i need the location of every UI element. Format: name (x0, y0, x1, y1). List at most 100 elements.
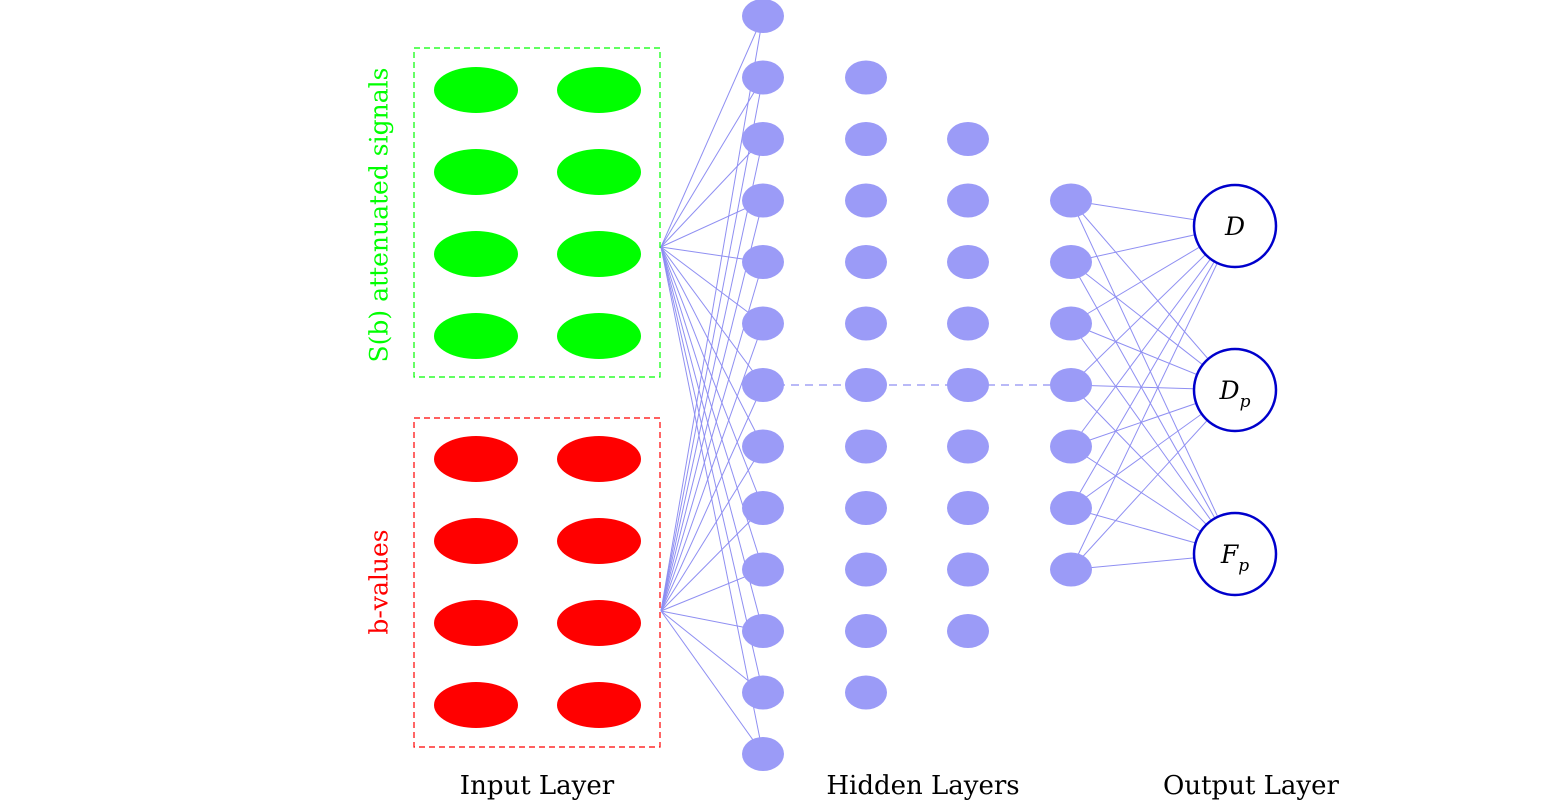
hidden-node (845, 245, 887, 279)
edge-input-hidden (660, 246, 764, 755)
bvalues-group-label: b-values (365, 529, 394, 634)
signal-input-node (557, 231, 641, 277)
hidden-node (947, 183, 989, 218)
hidden-node (845, 60, 887, 95)
signal-input-node (557, 67, 641, 113)
hidden-node (845, 614, 887, 648)
hidden-node (947, 368, 989, 402)
hidden-node (742, 245, 784, 279)
signal-input-node (434, 149, 518, 195)
hidden-node (742, 0, 784, 33)
edge-input-hidden (660, 246, 764, 693)
hidden-node (1050, 245, 1092, 279)
hidden-node (947, 552, 989, 587)
edge-input-hidden (660, 15, 764, 248)
hidden-node (845, 368, 887, 402)
bvalue-input-node (434, 518, 518, 564)
output-node (1192, 511, 1278, 597)
edge-hidden-output (1070, 225, 1236, 447)
output-label-subscript: p (1238, 556, 1249, 576)
bvalue-input-node (557, 682, 641, 728)
hidden-node (845, 491, 887, 525)
hidden-node (845, 183, 887, 218)
edge-input-hidden (660, 138, 764, 612)
signal-input-node (557, 149, 641, 195)
edge-input-hidden (660, 507, 764, 612)
hidden-node (742, 368, 784, 402)
hidden-node (742, 552, 784, 587)
hidden-node (1050, 368, 1092, 402)
hidden-node (1050, 491, 1092, 525)
signal-input-node (434, 313, 518, 359)
signal-input-node (557, 313, 641, 359)
signal-input-node (434, 67, 518, 113)
bvalue-input-node (557, 600, 641, 646)
output-label-base: D (1224, 212, 1245, 241)
hidden-node (1050, 429, 1092, 464)
hidden-node (742, 183, 784, 218)
hidden-node (947, 491, 989, 525)
input-layer-label: Input Layer (460, 771, 615, 801)
hidden-node (845, 122, 887, 156)
signals-group-box (413, 47, 661, 378)
hidden-node (742, 491, 784, 525)
bvalue-input-node (557, 436, 641, 482)
edge-hidden-output (1070, 261, 1236, 555)
edge-hidden-output (1070, 323, 1236, 555)
hidden-node (947, 306, 989, 341)
hidden-node (845, 429, 887, 464)
bvalue-input-node (434, 682, 518, 728)
hidden-node (845, 306, 887, 341)
hidden-node (742, 675, 784, 710)
signals-group-label: S(b) attenuated signals (365, 68, 394, 363)
hidden-node (742, 60, 784, 95)
edge-input-hidden (660, 384, 764, 612)
edge-input-hidden (660, 15, 764, 612)
output-label-subscript: p (1240, 392, 1251, 412)
hidden-nodes (742, 0, 1092, 771)
hidden-node (947, 122, 989, 156)
hidden-node (1050, 306, 1092, 341)
output-node-label: D (1224, 212, 1245, 241)
hidden-node (742, 429, 784, 464)
edge-input-hidden (660, 246, 764, 324)
bvalues-group-box (413, 417, 661, 748)
edge-hidden-output (1070, 225, 1236, 570)
output-node-label: Fp (1220, 540, 1249, 576)
input-nodes (434, 67, 641, 728)
edge-input-hidden (660, 610, 764, 755)
hidden-node (845, 675, 887, 710)
output-label-base: F (1220, 540, 1240, 569)
edge-input-hidden (660, 138, 764, 248)
edge-input-hidden (660, 77, 764, 248)
edge-hidden-output (1070, 200, 1236, 555)
edge-input-hidden (660, 77, 764, 612)
hidden-node (742, 122, 784, 156)
hidden-layers-label: Hidden Layers (826, 771, 1019, 801)
hidden-node (947, 245, 989, 279)
output-node (1192, 183, 1278, 269)
edge-hidden-output (1070, 225, 1236, 509)
bvalue-input-node (557, 518, 641, 564)
output-node-label: Dp (1219, 376, 1251, 412)
hidden-node (1050, 552, 1092, 587)
output-label-base: D (1219, 376, 1240, 405)
signal-input-node (434, 231, 518, 277)
bvalue-input-node (434, 600, 518, 646)
edge-input-hidden (660, 323, 764, 612)
hidden-node (845, 552, 887, 587)
edge-input-hidden (660, 246, 764, 509)
edge-input-hidden (660, 446, 764, 612)
edge-input-hidden (660, 610, 764, 693)
hidden-node (742, 614, 784, 648)
hidden-node (947, 429, 989, 464)
output-node (1192, 347, 1278, 433)
output-layer-label: Output Layer (1163, 771, 1339, 801)
hidden-node (742, 737, 784, 771)
bvalue-input-node (434, 436, 518, 482)
hidden-node (742, 306, 784, 341)
hidden-node (947, 614, 989, 648)
hidden-node (1050, 183, 1092, 218)
